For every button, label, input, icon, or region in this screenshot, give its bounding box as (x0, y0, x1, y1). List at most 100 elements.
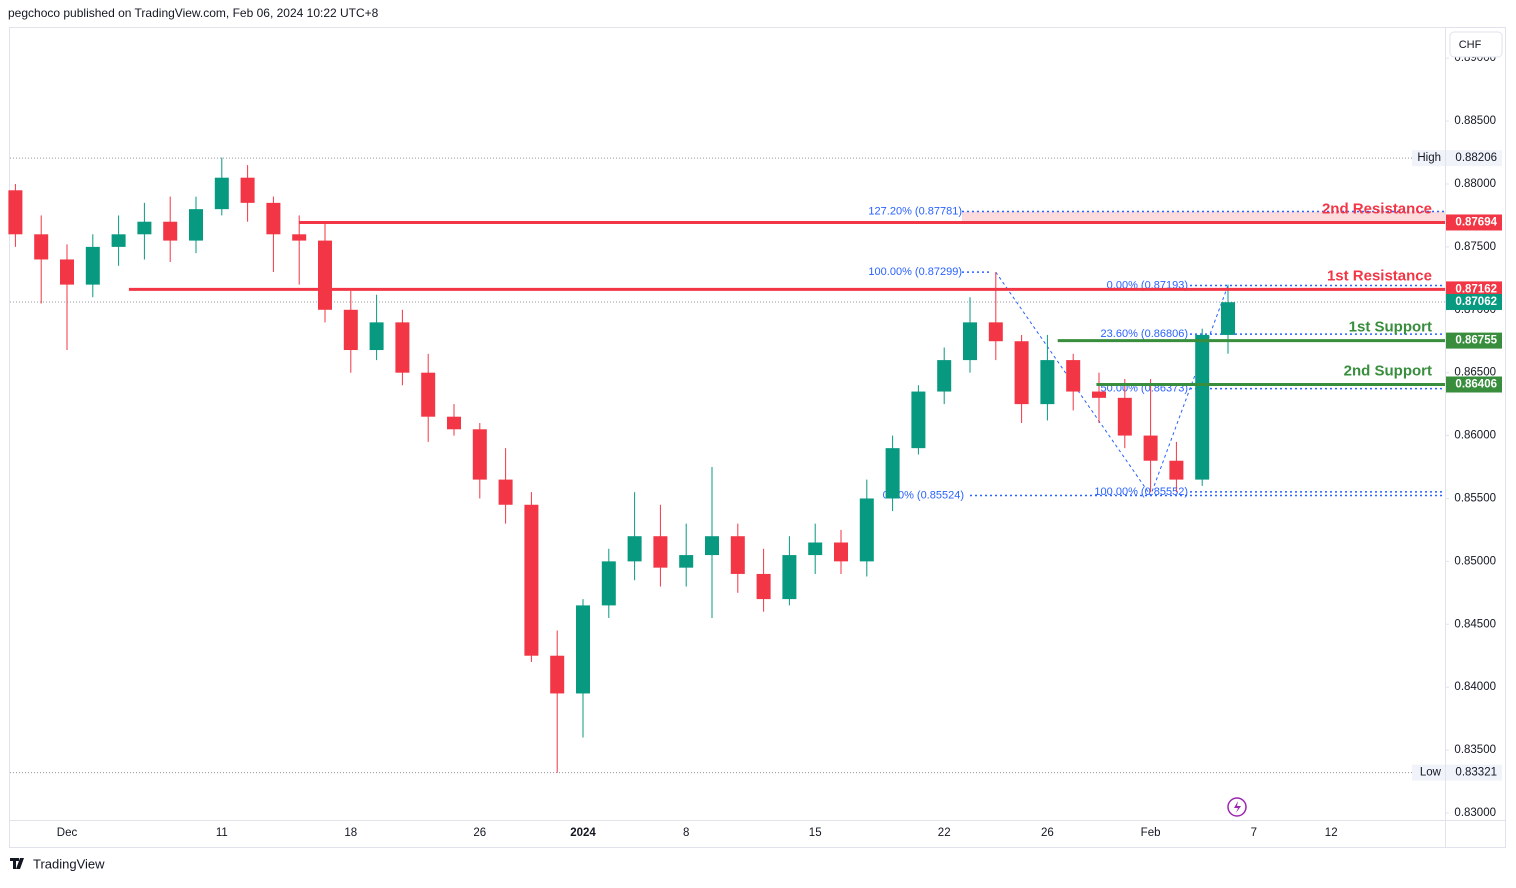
fib-label: 100.00% (0.87299) (868, 266, 962, 278)
candle-body (1195, 334, 1210, 480)
extreme-tag-bg (1412, 764, 1445, 781)
y-tick-label: 0.85500 (1454, 493, 1496, 505)
candle-body (1169, 460, 1184, 480)
candle-body (988, 322, 1003, 342)
x-tick-label: Feb (1141, 827, 1161, 839)
currency-button[interactable] (1449, 31, 1503, 58)
candle-body (782, 555, 797, 600)
candle-body (653, 536, 668, 568)
header: pegchoco published on TradingView.com, F… (8, 6, 379, 20)
candle-body (756, 573, 771, 600)
candle-body (730, 536, 745, 574)
y-tick-label: 0.86000 (1454, 430, 1496, 442)
y-tick-label: 0.88000 (1454, 178, 1496, 190)
candle-body (421, 372, 436, 417)
candle-body (679, 555, 694, 568)
candle-body (550, 655, 565, 694)
candle-body (705, 536, 719, 556)
candle-body (472, 429, 487, 480)
level-tag: 0.86406 (1455, 379, 1497, 391)
candle-body (1040, 360, 1055, 405)
level-label: 1st Resistance (1327, 267, 1432, 284)
candle-body (601, 561, 616, 606)
y-tick-label: 0.83000 (1454, 807, 1496, 819)
currency-label: CHF (1459, 39, 1482, 51)
candle-body (189, 209, 203, 241)
candle-body (859, 498, 874, 562)
x-tick-label: 18 (344, 827, 357, 839)
candle-body (137, 221, 152, 235)
level-label: 2nd Support (1344, 362, 1432, 379)
level-tag: 0.87694 (1455, 217, 1497, 229)
lightning-bolt (1234, 801, 1241, 813)
candle-body (1143, 435, 1158, 461)
fib-label: 100.00% (0.85552) (1094, 486, 1188, 498)
extreme-price-bg (1446, 764, 1502, 781)
candle-body (85, 246, 100, 285)
candle-body (963, 322, 977, 361)
candle-body (395, 322, 410, 373)
candle-body (318, 240, 332, 310)
level-label: 2nd Resistance (1322, 200, 1432, 217)
fib-label: 127.20% (0.87781) (868, 205, 962, 217)
candle-body (808, 542, 823, 556)
level-tag-bg (1446, 376, 1502, 393)
candle-body (1014, 341, 1029, 405)
candle-body (834, 542, 848, 562)
lightning-icon[interactable] (1227, 797, 1247, 817)
x-tick-label: 11 (216, 827, 228, 839)
x-tick-label: 22 (938, 827, 951, 839)
level-tag-bg (1446, 214, 1502, 231)
extreme-price: 0.88206 (1455, 152, 1497, 164)
extreme-price-bg (1446, 150, 1502, 167)
level-tag-bg (1446, 332, 1502, 349)
y-tick-label: 0.86500 (1454, 367, 1496, 379)
candle-body (937, 360, 952, 392)
extreme-tag-label: High (1417, 152, 1441, 164)
plot: 0.83000 0.83500 0.84000 0.84500 0.85000 0.855… (8, 52, 1502, 839)
last-price-bg (1446, 293, 1502, 310)
candle-body (627, 536, 642, 562)
y-tick-label: 0.84000 (1454, 681, 1496, 693)
candle-body (447, 416, 461, 430)
candle-body (524, 504, 539, 656)
extreme-tag-bg (1412, 150, 1445, 167)
extreme-tag-label: Low (1420, 767, 1442, 779)
candle-body (60, 259, 74, 285)
y-tick-label: 0.87500 (1454, 241, 1496, 253)
x-tick-label: 2024 (570, 827, 596, 839)
candle-body (369, 322, 384, 351)
y-tick-label: 0.84500 (1454, 618, 1496, 630)
y-tick-label: 0.88500 (1454, 115, 1496, 127)
candle-body (343, 309, 358, 351)
candle-body (34, 234, 49, 260)
level-tag: 0.87162 (1455, 283, 1497, 295)
candle-body (292, 234, 307, 241)
candle-body (1066, 360, 1081, 392)
x-tick-label: Dec (57, 827, 78, 839)
last-price-tag: 0.87062 (1455, 296, 1497, 308)
resistance-zone (962, 211, 1445, 223)
x-tick-label: 8 (683, 827, 689, 839)
level-tag-bg (1446, 281, 1502, 298)
candle-body (1092, 391, 1106, 398)
candle-body (240, 177, 255, 203)
candle-body (266, 202, 281, 235)
brand: TradingView (33, 856, 105, 871)
candle-body (163, 221, 178, 241)
candle-body (885, 448, 900, 499)
candle-body (498, 479, 513, 505)
fib-label: 0.00% (0.85524) (883, 489, 964, 501)
candle-body (911, 391, 926, 449)
candle-body (8, 190, 23, 235)
candle-body (576, 605, 590, 694)
extreme-price: 0.83321 (1455, 767, 1497, 779)
candle-body (1221, 302, 1235, 335)
x-tick-label: 26 (473, 827, 486, 839)
x-tick-label: 15 (809, 827, 822, 839)
level-tag: 0.86755 (1455, 335, 1497, 347)
candle-body (1117, 397, 1132, 436)
frame (9, 27, 1506, 848)
